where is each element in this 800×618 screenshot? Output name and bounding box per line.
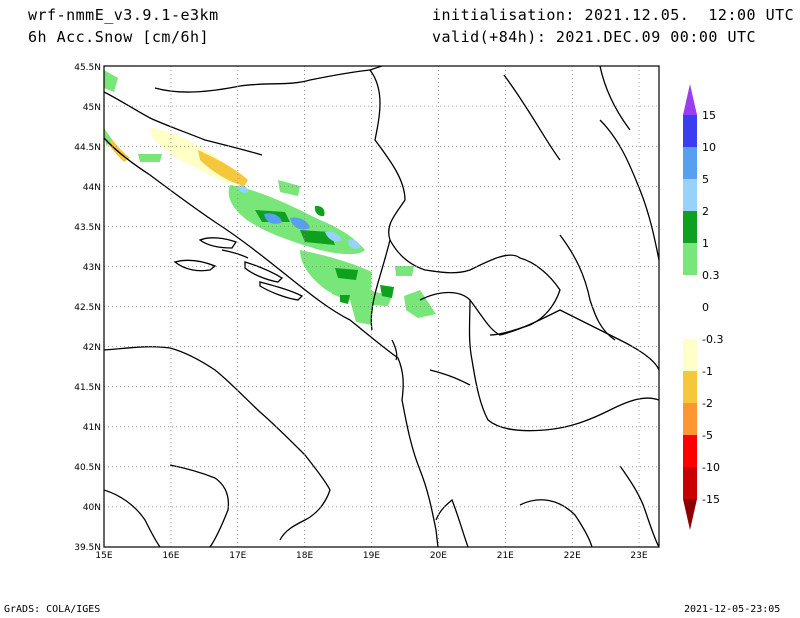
colorbar-band-m5-m10 [683, 435, 697, 467]
colorbar-label-1: 1 [702, 237, 709, 250]
snow-shading [104, 70, 436, 325]
lon-tick-19e: 19E [363, 551, 380, 561]
colorbar-label-m15: -15 [702, 493, 720, 506]
colorbar-label-5: 5 [702, 173, 709, 186]
lon-tick-15e: 15E [95, 551, 112, 561]
colorbar-label-15: 15 [702, 109, 716, 122]
colorbar-band-m2-m5 [683, 403, 697, 435]
lon-tick-20e: 20E [430, 551, 447, 561]
lon-tick-labels: 15E 16E 17E 18E 19E 20E 21E 22E 23E [95, 551, 647, 561]
lon-tick-21e: 21E [497, 551, 514, 561]
lat-tick-44-5n: 44.5N [74, 143, 101, 153]
lat-tick-39-5n: 39.5N [74, 543, 101, 553]
lat-tick-40-5n: 40.5N [74, 463, 101, 473]
lat-tick-40n: 40N [83, 503, 101, 513]
lon-tick-16e: 16E [162, 551, 179, 561]
lat-tick-44n: 44N [83, 183, 101, 193]
colorbar-bottom-arrow [683, 499, 697, 530]
colorbar-top-arrow [683, 84, 697, 115]
lat-tick-labels: 39.5N 40N 40.5N 41N 41.5N 42N 42.5N 43N … [74, 63, 101, 553]
model-title: wrf-nmmE_v3.9.1-e3km [28, 6, 219, 24]
colorbar-band-15-10 [683, 115, 697, 147]
map-area [104, 66, 659, 547]
lat-tick-45-5n: 45.5N [74, 63, 101, 73]
init-time: initialisation: 2021.12.05. 12:00 UTC [432, 6, 795, 24]
lat-tick-42n: 42N [83, 343, 101, 353]
colorbar-band-10-5 [683, 147, 697, 179]
colorbar-label-m1: -1 [702, 365, 713, 378]
colorbar-label-m5: -5 [702, 429, 713, 442]
lat-tick-43n: 43N [83, 263, 101, 273]
field-title: 6h Acc.Snow [cm/6h] [28, 28, 210, 46]
footer-timestamp: 2021-12-05-23:05 [684, 604, 781, 615]
colorbar-band-m1-m2 [683, 371, 697, 403]
map-frame [103, 65, 660, 548]
lat-tick-43-5n: 43.5N [74, 223, 101, 233]
lon-tick-18e: 18E [296, 551, 313, 561]
map-grid [104, 66, 659, 547]
colorbar-band-m03-m1 [683, 339, 697, 371]
colorbar-band-1-03 [683, 243, 697, 275]
colorbar-band-03-m03 [683, 275, 697, 339]
lon-tick-23e: 23E [630, 551, 647, 561]
colorbar-labels: 15 10 5 2 1 0.3 0 -0.3 -1 -2 -5 -10 -15 [702, 109, 723, 506]
footer-credit: GrADS: COLA/IGES [4, 604, 101, 615]
colorbar-band-5-2 [683, 179, 697, 211]
colorbar-label-m10: -10 [702, 461, 720, 474]
colorbar-band-2-1 [683, 211, 697, 243]
lon-tick-17e: 17E [229, 551, 246, 561]
colorbar-label-2: 2 [702, 205, 709, 218]
colorbar-label-10: 10 [702, 141, 716, 154]
colorbar-label-0-3: 0.3 [702, 269, 720, 282]
valid-time: valid(+84h): 2021.DEC.09 00:00 UTC [432, 28, 757, 46]
colorbar-label-0: 0 [702, 301, 709, 314]
lat-tick-42-5n: 42.5N [74, 303, 101, 313]
lat-tick-41-5n: 41.5N [74, 383, 101, 393]
colorbar-band-m10-m15 [683, 467, 697, 499]
lon-tick-22e: 22E [564, 551, 581, 561]
colorbar-label-m2: -2 [702, 397, 713, 410]
lat-tick-41n: 41N [83, 423, 101, 433]
colorbar [683, 84, 697, 530]
lat-tick-45n: 45N [83, 103, 101, 113]
coastlines-borders [104, 66, 659, 547]
colorbar-label-m0-3: -0.3 [702, 333, 723, 346]
